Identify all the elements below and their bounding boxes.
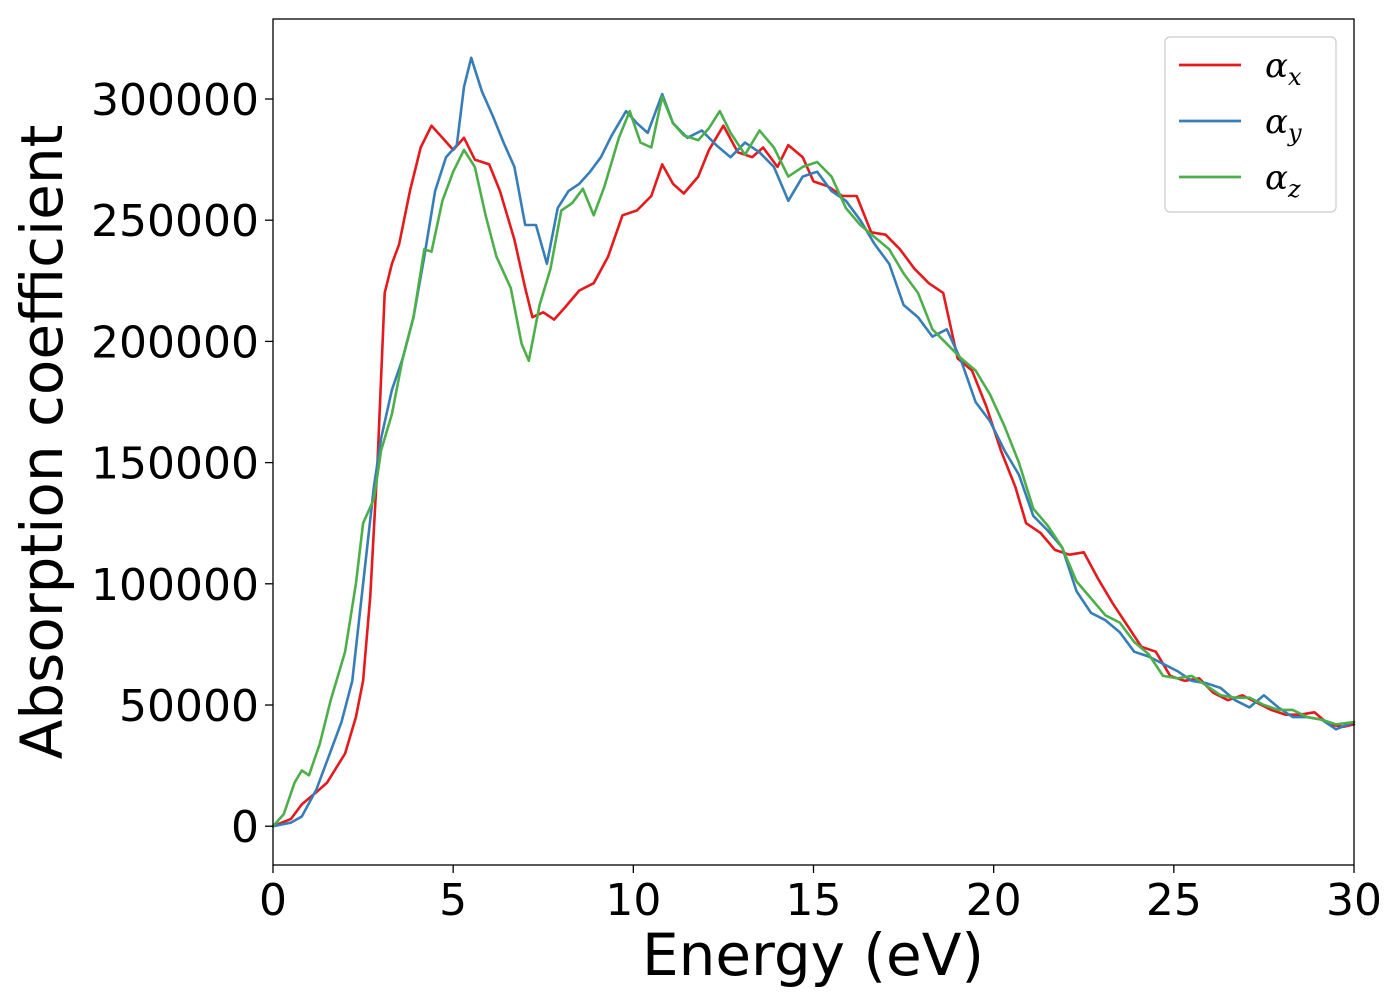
y-tick-label: 0 — [231, 802, 259, 853]
x-tick-label: 0 — [259, 875, 287, 926]
plot-lines — [271, 56, 1356, 828]
x-tick-label: 30 — [1326, 875, 1382, 926]
series-line-z — [271, 95, 1356, 828]
legend-label-subscript: z — [1287, 175, 1301, 203]
x-axis: 0 5 10 15 20 25 30 — [259, 865, 1382, 926]
x-tick-label: 15 — [786, 875, 842, 926]
legend-label-base: α — [1265, 158, 1288, 198]
legend-box — [1164, 36, 1337, 213]
x-tick-label: 20 — [966, 875, 1022, 926]
series-line-x — [271, 124, 1356, 828]
x-tick-label: 10 — [605, 875, 661, 926]
x-tick-label: 25 — [1146, 875, 1202, 926]
legend-label-subscript: y — [1287, 119, 1302, 147]
y-tick-label: 200000 — [91, 317, 259, 368]
legend-label-y: αy — [1265, 102, 1302, 147]
y-tick-label: 150000 — [91, 439, 259, 490]
legend-label-z: αz — [1265, 158, 1301, 203]
legend-label-base: α — [1265, 102, 1288, 142]
legend-label-x: αx — [1265, 46, 1302, 91]
legend-label-base: α — [1265, 46, 1288, 86]
y-axis-title: Absorption coefficient — [8, 125, 76, 760]
legend-label-subscript: x — [1288, 63, 1302, 91]
y-tick-label: 100000 — [91, 560, 259, 611]
y-tick-label: 250000 — [91, 196, 259, 247]
y-axis: 0 50000 100000 150000 200000 250000 300000 — [91, 75, 273, 853]
x-axis-title: Energy (eV) — [642, 921, 984, 989]
x-tick-label: 5 — [439, 875, 467, 926]
y-tick-label: 300000 — [91, 75, 259, 126]
y-tick-label: 50000 — [119, 681, 259, 732]
